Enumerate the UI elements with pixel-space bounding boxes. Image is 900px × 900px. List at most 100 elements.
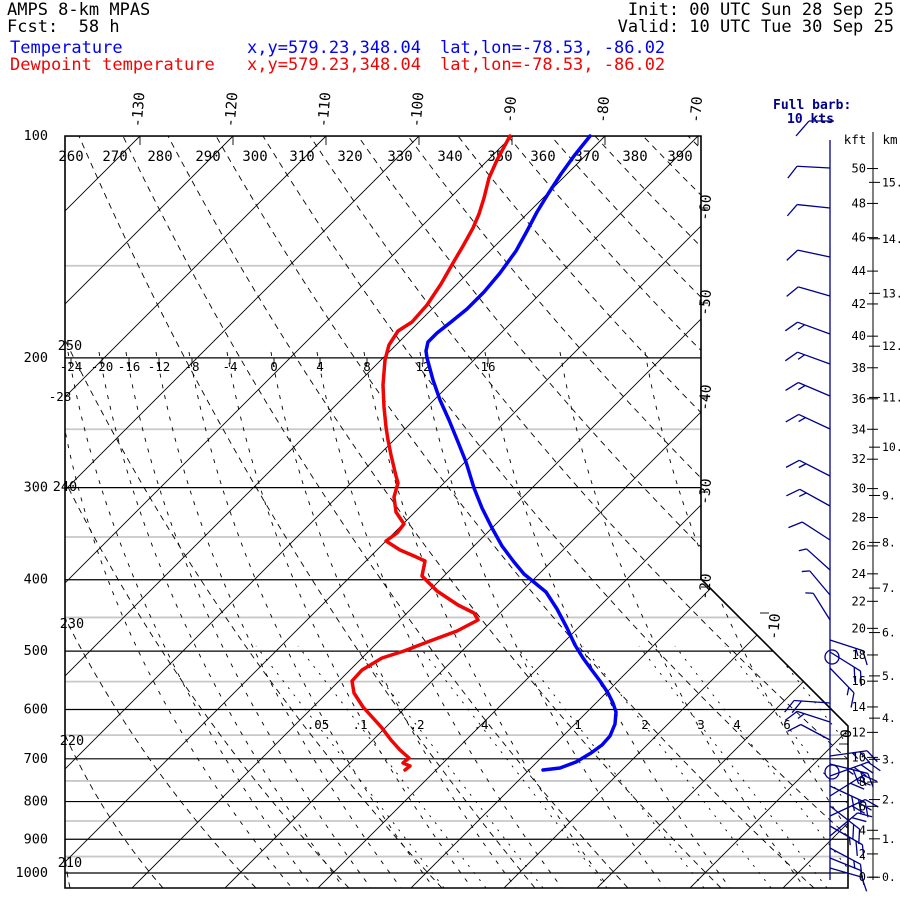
- theta-top-label: 260: [58, 149, 83, 165]
- wind-barb-feather: [787, 165, 798, 179]
- isotherm-top-label: -90: [502, 96, 520, 123]
- calm-wind-circle: [824, 764, 840, 780]
- isotherm-top-label: -110: [316, 92, 335, 128]
- isotherm-line: [65, 136, 141, 888]
- wind-barb-feather: [784, 710, 798, 721]
- height-scale-group: kft km02468101214161820222426283032343638…: [844, 132, 900, 884]
- wind-barb-shaft: [797, 351, 831, 365]
- km-label: 14.: [882, 232, 900, 246]
- kft-label: 14: [852, 700, 866, 714]
- dry-adiabat: [309, 136, 848, 888]
- mixing-ratio-line: [297, 645, 487, 888]
- kft-label: 6: [859, 799, 866, 813]
- kft-label: 22: [852, 594, 866, 608]
- wind-barb-shaft: [829, 867, 862, 878]
- kft-label: 32: [852, 452, 866, 466]
- pressure-label: 800: [24, 794, 48, 810]
- wind-barb-feather: [867, 761, 881, 772]
- theta-left-label: 250: [58, 338, 82, 354]
- wind-barb-feather: [850, 782, 865, 790]
- wind-barb-shaft: [796, 710, 831, 723]
- wind-barb-feather: [865, 798, 879, 808]
- wind-barb-shaft: [829, 798, 866, 817]
- kft-label: 8: [859, 775, 866, 789]
- isotherm-top-label: -100: [409, 92, 428, 128]
- wind-barb-shaft: [829, 750, 868, 757]
- dry-adiabat: [65, 339, 443, 888]
- dry-adiabat: [781, 136, 848, 888]
- mixing-ratio-label: 6: [783, 717, 791, 732]
- dry-adiabat: [65, 856, 71, 888]
- wind-barb-half-feather: [848, 837, 851, 846]
- wind-barb-half-feather: [801, 570, 810, 573]
- wind-barb-feather: [853, 766, 867, 777]
- pressure-label: 900: [24, 831, 48, 847]
- barb-key-title: Full barb:: [773, 98, 852, 113]
- dry-adiabat: [122, 136, 629, 888]
- wind-barb-feather: [864, 802, 869, 818]
- wind-barb-half-feather: [798, 548, 807, 552]
- km-label: 9.: [882, 488, 896, 502]
- isotherm-line: [65, 136, 420, 888]
- moist-adiabat-label: 4: [316, 359, 324, 374]
- wind-barb-half-feather: [798, 492, 807, 498]
- wind-barb-shaft: [801, 521, 831, 541]
- km-label: 12.: [882, 339, 900, 353]
- kft-label: 36: [852, 392, 866, 406]
- kft-label: 0: [859, 870, 866, 884]
- isotherm-line: [65, 136, 699, 888]
- wind-barb-feather: [786, 286, 799, 297]
- wind-barb-shaft: [829, 651, 861, 672]
- dry-adiabat: [65, 734, 164, 888]
- isotherm-line: [65, 136, 513, 888]
- kft-label: 24: [852, 567, 866, 581]
- moist-adiabat-label: -20: [91, 359, 114, 374]
- wind-barb-shaft: [829, 639, 864, 652]
- mixing-ratio-line: [418, 645, 608, 888]
- isotherm-cut-label: -10: [766, 613, 784, 640]
- wind-barb-shaft: [809, 570, 831, 596]
- isotherm-top-label: -130: [130, 92, 149, 128]
- grid-group: [65, 136, 848, 888]
- mixing-ratio-line: [515, 645, 705, 888]
- km-label: 4.: [882, 711, 896, 725]
- pressure-label: 700: [24, 751, 48, 767]
- kft-label: 2: [859, 847, 866, 861]
- mixing-ratio-line: [255, 645, 445, 888]
- wind-barb-half-feather: [851, 752, 859, 760]
- isotherm-line: [782, 136, 848, 888]
- wind-barb-shaft: [829, 805, 860, 830]
- dry-adiabat: [262, 136, 848, 888]
- kft-scale-title: kft: [844, 132, 867, 147]
- isotherm-right-label: -60: [697, 194, 715, 221]
- wind-barb-feather: [785, 459, 800, 468]
- pressure-label: 300: [24, 480, 48, 496]
- dry-adiabat: [507, 136, 848, 888]
- wind-barb-shaft: [794, 699, 831, 704]
- kft-label: 18: [852, 648, 866, 662]
- wind-barb-feather: [784, 351, 798, 362]
- wind-barb-half-feather: [798, 463, 807, 469]
- isotherm-top-label: -120: [223, 92, 242, 128]
- moist-adiabat: [98, 351, 345, 888]
- km-label: 0.: [882, 870, 896, 884]
- legend-dewpoint-latlon: lat,lon=-78.53, -86.02: [440, 55, 666, 75]
- km-label: 13.: [882, 286, 900, 300]
- wind-barb-feather: [784, 321, 798, 332]
- moist-adiabat-label: -8: [184, 359, 199, 374]
- wind-barb-feather: [788, 521, 803, 529]
- wind-barb-half-feather: [797, 713, 805, 719]
- dewpoint-curve: [350, 134, 512, 772]
- mixing-ratio-label: .2: [409, 717, 424, 732]
- wind-barb-feather: [785, 381, 799, 392]
- isotherm-right-label: -30: [697, 478, 715, 505]
- kft-label: 4: [859, 823, 866, 837]
- moist-adiabat-label: -12: [148, 359, 171, 374]
- moist-adiabat: [155, 351, 402, 888]
- wind-barb-shaft: [797, 321, 831, 335]
- kft-label: 34: [852, 422, 866, 436]
- barb-key-value: 10 kts: [787, 112, 834, 127]
- kft-label: 50: [852, 162, 866, 176]
- theta-top-label: 270: [102, 149, 127, 165]
